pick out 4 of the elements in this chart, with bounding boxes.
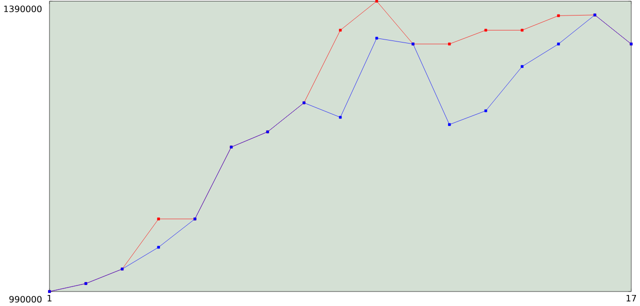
y-tick-label: 990000 — [9, 296, 42, 303]
y-tick-label: 1390000 — [4, 6, 42, 12]
x-tick-label: 17 — [626, 295, 636, 302]
x-tick-label: 1 — [48, 295, 52, 302]
